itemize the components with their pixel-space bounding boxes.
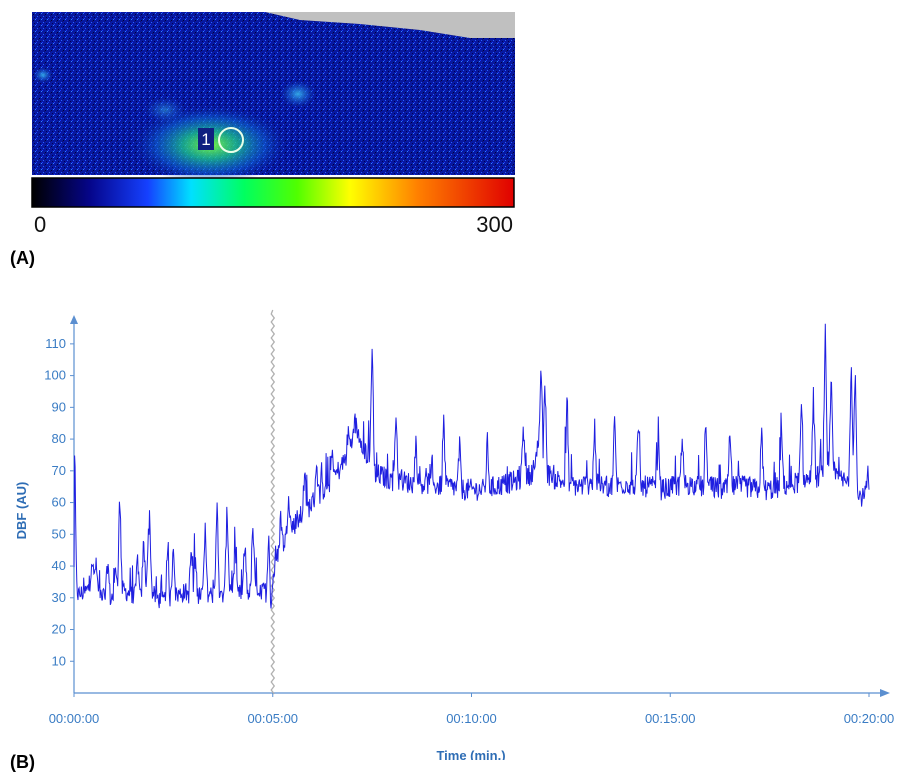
x-tick-label: 00:10:00	[446, 711, 497, 726]
y-tick-label: 40	[52, 558, 66, 573]
heat-map-image	[32, 12, 515, 185]
y-tick-label: 80	[52, 431, 66, 446]
chart-ticks: 10 20 30 40 50 60 70 80 90 100 110 00:00:00 00:05:00…	[44, 336, 894, 726]
y-tick-label: 30	[52, 590, 66, 605]
dbf-chart: 10 20 30 40 50 60 70 80 90 100 110 00:00:00 00:05:00…	[14, 309, 894, 760]
roi-marker[interactable]: 1	[198, 127, 244, 153]
y-tick-label: 20	[52, 622, 66, 637]
roi-label: 1	[201, 130, 210, 149]
y-tick-label: 100	[44, 368, 66, 383]
y-tick-label: 90	[52, 399, 66, 414]
panel-b-label: (B)	[10, 752, 35, 772]
x-tick-label: 00:00:00	[49, 711, 100, 726]
event-marker-line	[270, 309, 276, 695]
y-tick-label: 50	[52, 526, 66, 541]
y-tick-label: 70	[52, 463, 66, 478]
y-tick-label: 10	[52, 653, 66, 668]
x-tick-label: 00:20:00	[844, 711, 895, 726]
x-axis-title: Time (min.)	[436, 748, 505, 760]
roi-circle[interactable]	[218, 127, 244, 153]
colorbar	[31, 177, 515, 208]
y-axis-title: DBF (AU)	[14, 482, 29, 540]
roi-label-box	[198, 128, 214, 150]
y-axis-arrow	[70, 315, 78, 324]
x-axis-arrow	[880, 689, 890, 697]
perfusion-map-figure: 1 0 300	[31, 12, 515, 237]
y-tick-label: 60	[52, 495, 66, 510]
chart-axes	[70, 315, 890, 697]
panel-a-label: (A)	[10, 248, 35, 268]
x-tick-label: 00:05:00	[247, 711, 298, 726]
chart-series	[73, 323, 870, 609]
masked-region	[265, 12, 515, 38]
colorbar-max-label: 300	[476, 212, 513, 237]
event-marker	[270, 309, 276, 695]
dbf-series-line	[73, 323, 870, 609]
y-tick-label: 110	[45, 336, 66, 351]
x-tick-label: 00:15:00	[645, 711, 696, 726]
colorbar-min-label: 0	[34, 212, 46, 237]
